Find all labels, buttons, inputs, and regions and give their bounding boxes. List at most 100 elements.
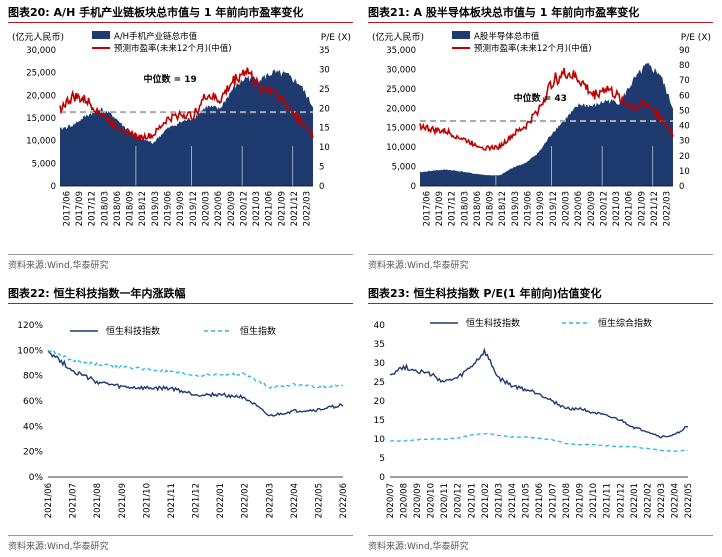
c0-xtick: 2017/06 — [62, 191, 72, 226]
c0-xtick: 2020/03 — [201, 191, 211, 226]
c1-ytick-left: 20,000 — [386, 104, 416, 114]
c3-ytick: 30 — [374, 359, 386, 369]
c0-xtick: 2021/03 — [252, 191, 262, 226]
c1-legend-label-0: A股半导体总市值 — [474, 31, 540, 42]
c0-xtick: 2018/06 — [113, 191, 123, 226]
c0-xtick: 2021/09 — [277, 191, 287, 226]
c0-ytick-left: 30,000 — [26, 46, 56, 56]
c0-xtick: 2021/06 — [265, 191, 275, 226]
c1-xtick: 2018/09 — [486, 191, 496, 226]
chart-phone-chain: (亿元人民币) P/E (X) A/H手机产业链总市值预测市盈率(未来12个月)(中… — [12, 31, 351, 226]
c2-ytick: 40% — [23, 422, 43, 432]
panel-semiconductor: 图表21: A 股半导体板块总市值与 1 年前向市盈率变化 (亿元人民币) P/E… — [368, 4, 713, 274]
c1-pe-line — [419, 67, 674, 152]
c1-xtick: 2021/06 — [625, 191, 635, 226]
c0-ytick-right: 15 — [319, 124, 330, 134]
panel-title: 图表20: A/H 手机产业链板块总市值与 1 年前向市盈率变化 — [8, 4, 353, 23]
panel-title: 图表23: 恒生科技指数 P/E(1 年前向)估值变化 — [368, 285, 713, 304]
c2-ytick: 100% — [17, 346, 43, 356]
c3-ytick: 5 — [379, 454, 385, 464]
c0-xtick: 2021/12 — [290, 191, 300, 226]
c0-xtick: 2019/03 — [151, 191, 161, 226]
c1-xtick: 2019/06 — [524, 191, 534, 226]
c2-ytick: 0% — [29, 473, 44, 483]
c1-xtick: 2021/03 — [612, 191, 622, 226]
c1-xtick: 2018/06 — [473, 191, 483, 226]
c2-xtick: 2022/05 — [314, 483, 324, 518]
c0-xtick: 2020/06 — [214, 191, 224, 226]
c1-ytick-right: 80 — [679, 61, 690, 71]
c2-series-1 — [47, 349, 344, 389]
c1-ytick-right: 10 — [679, 167, 690, 177]
chart-hstech-pe: 0 5 10 15 20 25 30 35 40 恒生科技指数 恒生综合指数 2020/07 2020/… — [374, 317, 694, 518]
c1-ytick-right: 60 — [679, 91, 690, 101]
c0-ytick-left: 25,000 — [26, 69, 56, 79]
c3-ytick: 15 — [374, 416, 385, 426]
c2-xtick: 2022/01 — [216, 483, 226, 518]
c3-xtick: 2020/12 — [454, 483, 464, 518]
c3-xtick: 2021/09 — [576, 483, 586, 518]
c1-ytick-left: 10,000 — [386, 143, 416, 153]
c3-xtick: 2021/07 — [549, 483, 559, 518]
c1-left-unit: (亿元人民币) — [372, 31, 424, 43]
c3-xtick: 2020/07 — [386, 483, 396, 518]
c1-xtick: 2022/03 — [663, 191, 673, 226]
c1-ytick-right: 30 — [679, 137, 690, 147]
c1-ytick-left: 0 — [411, 182, 416, 192]
c3-xtick: 2021/10 — [589, 483, 599, 518]
c0-ytick-right: 10 — [319, 143, 330, 153]
c3-xtick: 2021/06 — [535, 483, 545, 518]
panel-title: 图表21: A 股半导体板块总市值与 1 年前向市盈率变化 — [368, 4, 713, 23]
c2-ytick: 80% — [23, 372, 43, 382]
c3-xtick: 2021/08 — [562, 483, 572, 518]
c2-xtick: 2022/04 — [290, 483, 300, 518]
c1-xtick: 2021/12 — [650, 191, 660, 226]
c3-ytick: 25 — [374, 378, 385, 388]
c2-xtick: 2021/06 — [44, 483, 54, 518]
c0-xtick: 2018/03 — [100, 191, 110, 226]
c1-legend-swatch-0 — [452, 31, 470, 39]
c2-ytick: 20% — [23, 448, 43, 458]
c0-median-label: 中位数 = 19 — [143, 73, 196, 85]
c2-series-0 — [47, 349, 344, 417]
c3-xtick: 2021/02 — [481, 483, 491, 518]
c1-ytick-right: 50 — [679, 106, 690, 116]
c0-xtick: 2017/12 — [88, 191, 98, 226]
c1-ytick-right: 20 — [679, 152, 690, 162]
c0-xtick: 2019/09 — [176, 191, 186, 226]
c1-ytick-left: 30,000 — [386, 65, 416, 75]
c0-ytick-left: 10,000 — [26, 137, 56, 147]
c3-xtick: 2022/02 — [643, 483, 653, 518]
c3-xtick: 2021/11 — [603, 483, 613, 518]
c3-series-1 — [389, 432, 689, 453]
c3-ytick: 40 — [374, 321, 386, 331]
c3-xtick: 2022/01 — [630, 483, 640, 518]
panel-source: 资料来源:Wind,华泰研究 — [8, 535, 353, 552]
c0-xtick: 2019/12 — [189, 191, 199, 226]
c0-ytick-right: 5 — [319, 163, 324, 173]
panel-phone-chain: 图表20: A/H 手机产业链板块总市值与 1 年前向市盈率变化 (亿元人民币)… — [8, 4, 353, 274]
c0-ytick-left: 20,000 — [26, 91, 56, 101]
c3-ytick: 0 — [379, 473, 385, 483]
c0-xtick: 2018/09 — [126, 191, 136, 226]
c3-xtick: 2021/12 — [616, 483, 626, 518]
c3-xtick: 2021/01 — [467, 483, 477, 518]
c0-right-unit: P/E (X) — [321, 33, 351, 43]
c0-left-unit: (亿元人民币) — [12, 31, 64, 43]
c0-ytick-right: 0 — [319, 182, 324, 192]
panel-source: 资料来源:Wind,华泰研究 — [8, 254, 353, 271]
c2-ytick: 60% — [23, 397, 43, 407]
c0-xtick: 2022/03 — [303, 191, 313, 226]
c1-ytick-right: 90 — [679, 46, 690, 56]
c3-xtick: 2020/08 — [400, 483, 410, 518]
c1-xtick: 2018/12 — [498, 191, 508, 226]
c0-ytick-left: 5,000 — [32, 159, 56, 169]
c1-xtick: 2020/12 — [599, 191, 609, 226]
c3-ytick: 35 — [374, 340, 385, 350]
c3-xtick: 2022/03 — [657, 483, 667, 518]
c0-xtick: 2020/09 — [227, 191, 237, 226]
c1-median-label: 中位数 = 43 — [514, 92, 567, 104]
c1-xtick: 2020/03 — [561, 191, 571, 226]
c3-xtick: 2021/03 — [494, 483, 504, 518]
